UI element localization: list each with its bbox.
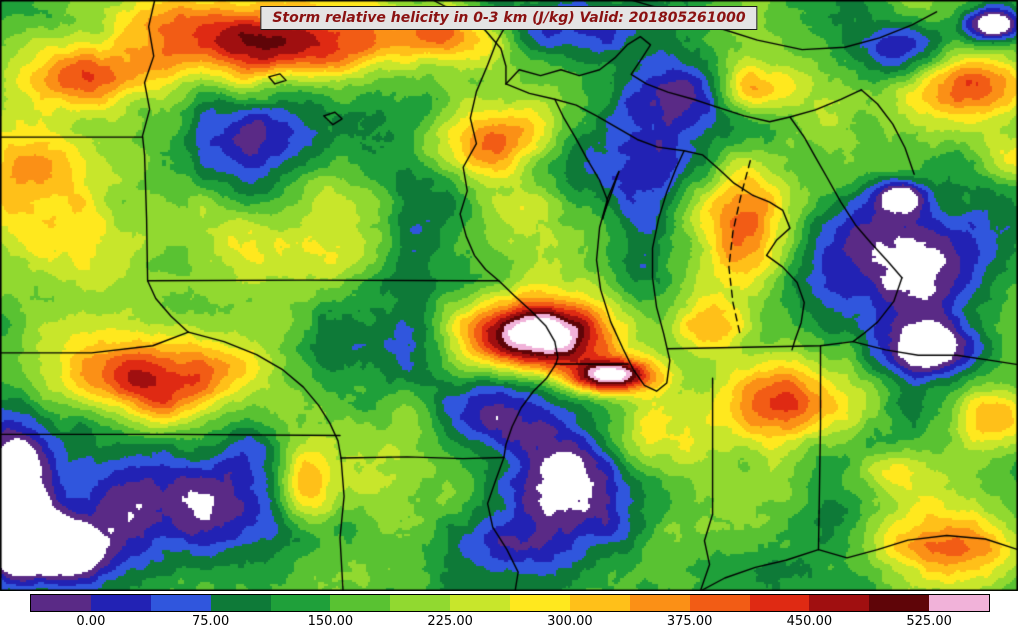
colorbar-region: 0.00 75.00 150.00 225.00 300.00 375.00 450.00 5… (0, 591, 1018, 633)
colorbar-segment (90, 595, 151, 611)
colorbar-tick-label: 0.00 (76, 614, 106, 629)
colorbar-segment (270, 595, 331, 611)
colorbar-segment (749, 595, 810, 611)
state-boundaries-canvas (0, 0, 1018, 591)
colorbar-segment (150, 595, 211, 611)
colorbar-segment (450, 595, 510, 611)
colorbar-segment (210, 595, 271, 611)
colorbar (30, 594, 990, 612)
colorbar-tick-label: 225.00 (427, 614, 473, 629)
colorbar-segment (629, 595, 690, 611)
title-box: Storm relative helicity in 0-3 km (J/kg)… (260, 6, 758, 30)
colorbar-segment (330, 595, 391, 611)
colorbar-segment (809, 595, 870, 611)
colorbar-segment (510, 595, 570, 611)
plot-title: Storm relative helicity in 0-3 km (J/kg)… (272, 10, 746, 26)
colorbar-segment (31, 595, 91, 611)
colorbar-segment (689, 595, 750, 611)
colorbar-segment (569, 595, 630, 611)
colorbar-tick-label: 75.00 (192, 614, 230, 629)
colorbar-tick-label: 375.00 (666, 614, 713, 629)
colorbar-tick-label: 450.00 (786, 614, 833, 629)
colorbar-tick-label: 300.00 (547, 614, 593, 629)
map-area: Storm relative helicity in 0-3 km (J/kg)… (0, 0, 1018, 591)
colorbar-tick-label: 150.00 (307, 614, 354, 629)
colorbar-segment (390, 595, 451, 611)
colorbar-segment (869, 595, 930, 611)
colorbar-segment (929, 595, 989, 611)
colorbar-tick-label: 525.00 (906, 614, 952, 629)
